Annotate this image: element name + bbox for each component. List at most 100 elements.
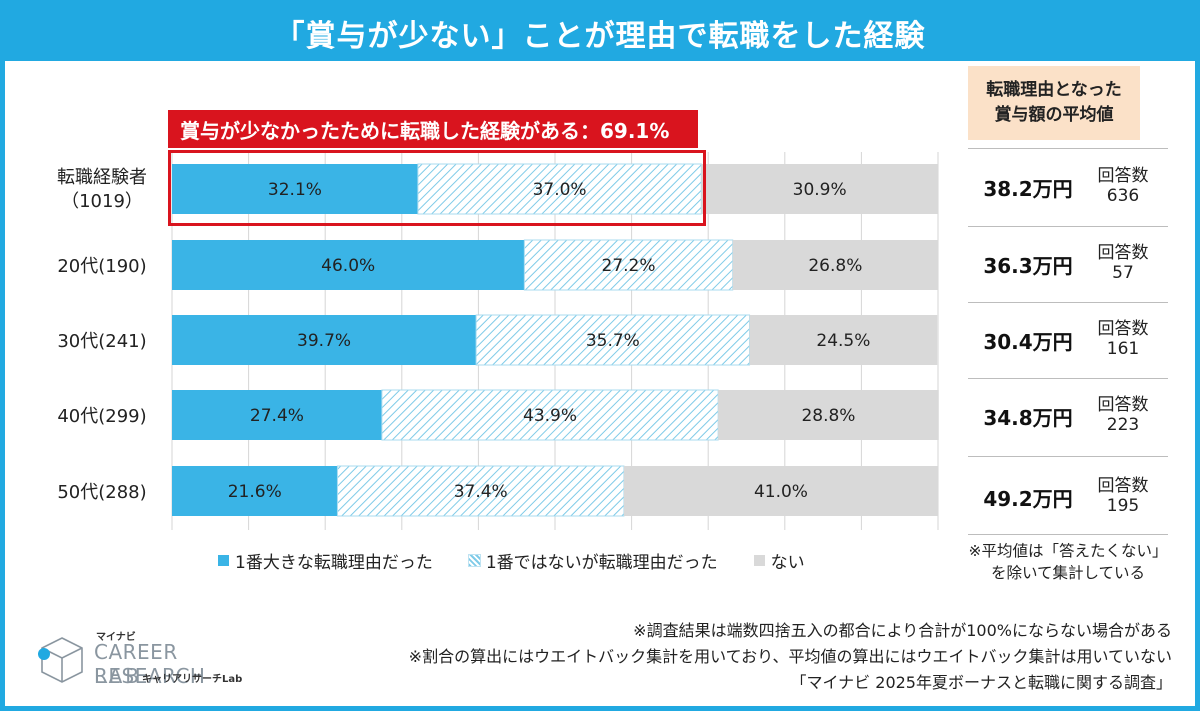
- data-label: 28.8%: [801, 406, 855, 426]
- average-value: 36.3万円: [983, 253, 1073, 278]
- logo-text-sub: キャリアリサーチLab: [142, 674, 243, 685]
- bar-primary-reason: [172, 390, 382, 440]
- average-value: 30.4万円: [983, 329, 1073, 354]
- bars: [172, 163, 939, 517]
- response-count-value: 195: [1106, 496, 1140, 516]
- average-row: 34.8万円 回答数 223: [968, 379, 1168, 453]
- bar-secondary-reason: [475, 314, 751, 366]
- average-header-line1: 転職理由となった: [986, 80, 1122, 101]
- average-separator: [968, 226, 1168, 227]
- category-label: 30代(241): [57, 331, 146, 352]
- data-label: 46.0%: [321, 256, 375, 276]
- data-label: 27.2%: [602, 256, 656, 276]
- response-count: 回答数 223: [1088, 396, 1158, 435]
- bar-not-reason: [701, 164, 938, 214]
- average-separator: [968, 302, 1168, 303]
- bar-labels: 32.1% 37.0% 30.9% 46.0% 27.2% 26.8% 39.7% 35.7%…: [228, 180, 871, 502]
- logo-brand: マイナビ: [96, 632, 136, 643]
- legend-label-secondary: 1番ではないが転職理由だった: [485, 553, 718, 573]
- response-count-label: 回答数: [1097, 166, 1149, 187]
- data-label: 37.4%: [454, 482, 508, 502]
- footnotes: ※調査結果は端数四捨五入の都合により合計が100%にならない場合がある ※割合の…: [409, 618, 1172, 696]
- bar-not-reason: [732, 240, 938, 290]
- legend-swatch-secondary: [467, 554, 481, 567]
- category-label: 転職経験者（1019）: [57, 167, 147, 212]
- average-row: 38.2万円 回答数 636: [968, 150, 1168, 224]
- footnote-source: 「マイナビ 2025年夏ボーナスと転職に関する調査」: [790, 672, 1173, 692]
- bar-primary-reason: [172, 240, 525, 290]
- legend-label-primary: 1番大きな転職理由だった: [235, 553, 433, 573]
- response-count: 回答数 195: [1088, 477, 1158, 516]
- career-research-lab-logo: マイナビ CAREER RESEARCH LAB キャリアリサーチLab: [34, 628, 264, 690]
- logo-text-main: CAREER RESEARCH: [94, 640, 206, 688]
- cube-logo-icon: [38, 637, 83, 683]
- response-count: 回答数 57: [1088, 244, 1158, 283]
- response-count-label: 回答数: [1097, 476, 1149, 497]
- average-panel: 転職理由となった 賞与額の平均値 38.2万円 回答数 636 36.3万円 回答…: [968, 66, 1168, 535]
- legend-item-primary: 1番大きな転職理由だった: [218, 548, 433, 573]
- average-header-line2: 賞与額の平均値: [994, 105, 1114, 125]
- legend: 1番大きな転職理由だった 1番ではないが転職理由だった ない: [218, 548, 805, 573]
- response-count-value: 161: [1106, 339, 1140, 359]
- data-label: 35.7%: [586, 331, 640, 351]
- data-label: 24.5%: [816, 331, 870, 351]
- highlight-callout: 賞与が少なかったために転職した経験がある：69.1%: [168, 110, 698, 148]
- data-label: 26.8%: [808, 256, 862, 276]
- data-label: 27.4%: [250, 406, 304, 426]
- bar-not-reason: [718, 390, 939, 440]
- average-panel-header: 転職理由となった 賞与額の平均値: [968, 66, 1140, 140]
- average-row: 36.3万円 回答数 57: [968, 227, 1168, 301]
- bar-secondary-reason: [381, 389, 719, 441]
- average-note-line2: を除いて集計している: [990, 564, 1146, 583]
- average-separator: [968, 456, 1168, 457]
- footnote: ※割合の算出にはウエイトバック集計を用いており、平均値の算出にはウエイトバック集…: [408, 646, 1172, 666]
- bar-secondary-reason: [523, 239, 734, 291]
- data-label: 21.6%: [228, 482, 282, 502]
- bar-not-reason: [749, 315, 938, 365]
- data-label: 32.1%: [268, 180, 322, 200]
- category-label: 50代(288): [57, 482, 146, 503]
- response-count-label: 回答数: [1097, 319, 1149, 340]
- data-label: 43.9%: [523, 406, 577, 426]
- response-count-value: 636: [1106, 186, 1140, 206]
- average-row: 49.2万円 回答数 195: [968, 460, 1168, 534]
- average-note: ※平均値は「答えたくない」 を除いて集計している: [958, 540, 1178, 585]
- data-label: 41.0%: [754, 482, 808, 502]
- footnote: ※調査結果は端数四捨五入の都合により合計が100%にならない場合がある: [633, 621, 1172, 640]
- data-label: 37.0%: [533, 180, 587, 200]
- average-value: 49.2万円: [983, 486, 1073, 511]
- category-label: 40代(299): [57, 406, 146, 427]
- legend-swatch-none: [753, 555, 765, 566]
- category-label: 20代(190): [57, 256, 146, 277]
- average-value: 38.2万円: [983, 176, 1073, 201]
- category-labels: 転職経験者（1019） 20代(190) 30代(241) 40代(299) 50代(2…: [57, 167, 147, 503]
- legend-item-secondary: 1番ではないが転職理由だった: [467, 548, 718, 573]
- average-separator: [968, 378, 1168, 379]
- legend-label-none: ない: [770, 553, 805, 573]
- data-label: 30.9%: [793, 180, 847, 200]
- response-count-label: 回答数: [1097, 395, 1149, 416]
- bar-primary-reason: [172, 315, 477, 365]
- response-count-value: 57: [1112, 263, 1134, 283]
- bar-primary-reason: [172, 164, 418, 214]
- response-count-value: 223: [1106, 415, 1140, 435]
- highlight-box: [168, 150, 706, 226]
- average-value: 34.8万円: [983, 405, 1073, 430]
- bar-primary-reason: [172, 466, 338, 516]
- bar-secondary-reason: [336, 465, 625, 517]
- bar-not-reason: [623, 466, 938, 516]
- legend-item-none: ない: [753, 548, 805, 573]
- average-separator: [968, 148, 1168, 149]
- chart-title: 「賞与が少ない」ことが理由で転職をした経験: [5, 5, 1195, 61]
- average-note-line1: ※平均値は「答えたくない」: [968, 542, 1168, 560]
- bar-secondary-reason: [417, 163, 702, 215]
- logo-text-lab: LAB: [94, 664, 143, 688]
- legend-swatch-primary: [218, 555, 229, 566]
- average-row: 30.4万円 回答数 161: [968, 303, 1168, 377]
- data-label: 39.7%: [297, 331, 351, 351]
- response-count: 回答数 636: [1088, 167, 1158, 206]
- average-separator: [968, 534, 1168, 535]
- response-count: 回答数 161: [1088, 320, 1158, 359]
- response-count-label: 回答数: [1097, 243, 1149, 264]
